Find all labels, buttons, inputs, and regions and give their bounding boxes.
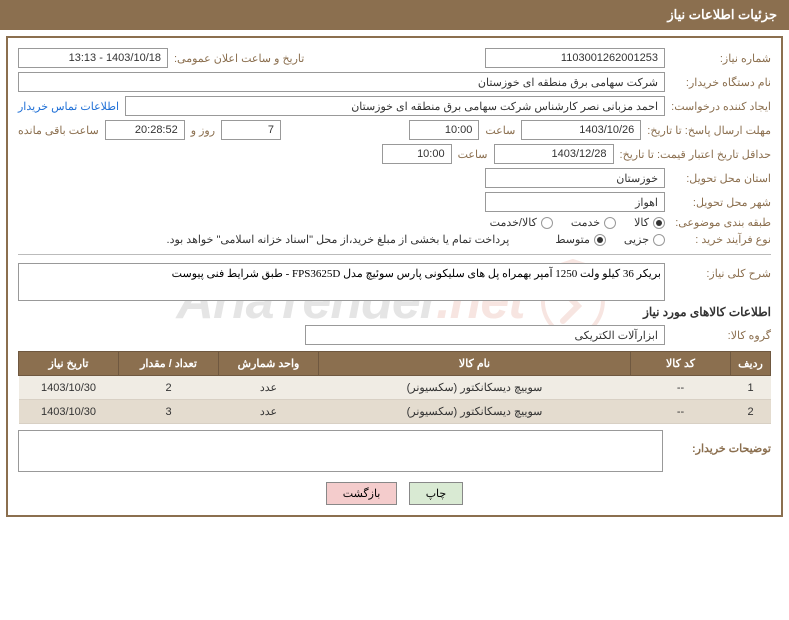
remaining-label: ساعت باقی مانده xyxy=(18,124,99,137)
buyer-org-field: شرکت سهامی برق منطقه ای خوزستان xyxy=(18,72,665,92)
reply-time-label: ساعت xyxy=(485,124,515,137)
main-panel: شماره نیاز: 1103001262001253 تاریخ و ساع… xyxy=(6,36,783,517)
days-label: روز و xyxy=(191,124,215,137)
days-remaining: 7 xyxy=(221,120,281,140)
price-validity-time: 10:00 xyxy=(382,144,452,164)
need-desc-label: شرح کلی نیاز: xyxy=(671,263,771,280)
th-code: کد کالا xyxy=(631,352,731,376)
buyer-comments-box xyxy=(18,430,663,472)
th-row: ردیف xyxy=(731,352,771,376)
table-row: 1 -- سوییچ دیسکانکتور (سکسیونر) عدد 2 14… xyxy=(19,376,771,400)
back-button[interactable]: بازگشت xyxy=(326,482,398,505)
delivery-province-field: خوزستان xyxy=(485,168,665,188)
announce-date-field: 1403/10/18 - 13:13 xyxy=(18,48,168,68)
delivery-city-field: اهواز xyxy=(485,192,665,212)
need-desc-textarea xyxy=(18,263,665,301)
buyer-comments-label: توضیحات خریدار: xyxy=(671,430,771,455)
table-row: 2 -- سوییچ دیسکانکتور (سکسیونر) عدد 3 14… xyxy=(19,400,771,424)
buyer-org-label: نام دستگاه خریدار: xyxy=(671,76,771,89)
reply-deadline-time: 10:00 xyxy=(409,120,479,140)
th-unit: واحد شمارش xyxy=(219,352,319,376)
print-button[interactable]: چاپ xyxy=(409,482,464,505)
radio-motavaset[interactable]: متوسط xyxy=(555,233,606,246)
reply-deadline-label: مهلت ارسال پاسخ: تا تاریخ: xyxy=(647,124,771,137)
separator xyxy=(18,254,771,255)
need-number-field: 1103001262001253 xyxy=(485,48,665,68)
buyer-contact-link[interactable]: اطلاعات تماس خریدار xyxy=(18,100,119,113)
process-type-label: نوع فرآیند خرید : xyxy=(671,233,771,246)
delivery-city-label: شهر محل تحویل: xyxy=(671,196,771,209)
radio-kala-khedmat[interactable]: کالا/خدمت xyxy=(490,216,553,229)
radio-kala[interactable]: کالا xyxy=(634,216,665,229)
radio-khedmat[interactable]: خدمت xyxy=(571,216,616,229)
price-validity-date: 1403/12/28 xyxy=(494,144,614,164)
th-need-date: تاریخ نیاز xyxy=(19,352,119,376)
subject-class-label: طبقه بندی موضوعی: xyxy=(671,216,771,229)
th-qty: تعداد / مقدار xyxy=(119,352,219,376)
goods-table: ردیف کد کالا نام کالا واحد شمارش تعداد /… xyxy=(18,351,771,424)
panel-header: جزئیات اطلاعات نیاز xyxy=(0,0,789,30)
th-name: نام کالا xyxy=(319,352,631,376)
announce-date-label: تاریخ و ساعت اعلان عمومی: xyxy=(174,52,304,65)
delivery-province-label: استان محل تحویل: xyxy=(671,172,771,185)
goods-info-title: اطلاعات کالاهای مورد نیاز xyxy=(18,305,771,319)
process-type-radios: جزیی متوسط xyxy=(555,233,665,246)
radio-jozi[interactable]: جزیی xyxy=(624,233,665,246)
panel-title: جزئیات اطلاعات نیاز xyxy=(667,7,777,22)
goods-group-field: ابزارآلات الکتریکی xyxy=(305,325,665,345)
countdown-time: 20:28:52 xyxy=(105,120,185,140)
price-time-label: ساعت xyxy=(458,148,488,161)
need-number-label: شماره نیاز: xyxy=(671,52,771,65)
payment-note: پرداخت تمام یا بخشی از مبلغ خرید،از محل … xyxy=(167,233,510,246)
goods-group-label: گروه کالا: xyxy=(671,329,771,342)
requester-label: ایجاد کننده درخواست: xyxy=(671,100,771,113)
requester-field: احمد مزبانی نصر کارشناس شرکت سهامی برق م… xyxy=(125,96,665,116)
reply-deadline-date: 1403/10/26 xyxy=(521,120,641,140)
subject-class-radios: کالا خدمت کالا/خدمت xyxy=(490,216,665,229)
price-validity-label: حداقل تاریخ اعتبار قیمت: تا تاریخ: xyxy=(620,148,771,161)
